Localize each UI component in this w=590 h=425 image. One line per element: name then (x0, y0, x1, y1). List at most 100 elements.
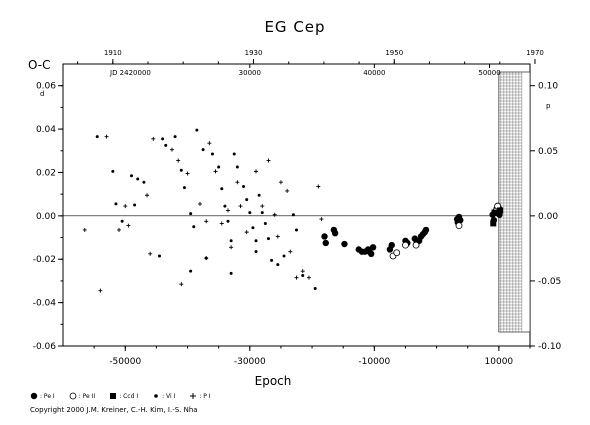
point-p-i (179, 282, 184, 287)
point-pe-i (457, 216, 464, 224)
x-tick-label: 10000 (485, 357, 514, 367)
point-p-i (169, 147, 174, 152)
point-p-i (266, 158, 271, 163)
future-region-hatch (498, 71, 531, 333)
point-vi-i (192, 225, 196, 229)
y2-tick-label: -0.05 (538, 277, 561, 287)
filled-square-icon (110, 393, 117, 399)
plot-frame (62, 63, 531, 347)
point-vi-i (129, 174, 133, 178)
top-year-axis: 19101930195019701990300004000050000 (77, 49, 544, 77)
point-p-i (278, 180, 283, 185)
point-p-i (126, 223, 131, 228)
point-pe-i (331, 230, 339, 237)
point-p-i (319, 217, 324, 222)
point-vi-i (257, 193, 261, 197)
point-p-i (213, 169, 218, 174)
y-tick-label: 0.04 (36, 125, 56, 135)
point-p-i (104, 134, 109, 139)
point-pe-i (322, 239, 329, 247)
chart-title: EG Cep (264, 18, 325, 36)
point-vi-i (189, 212, 193, 216)
point-vi-i (270, 258, 274, 262)
point-pe-i (388, 241, 395, 249)
point-vi-i (276, 263, 280, 267)
legend-item-ccd-i: : Ccd I (109, 392, 138, 400)
point-vi-i (245, 198, 249, 202)
top-year-label: 1930 (245, 49, 263, 57)
y-tick-label: -0.06 (33, 342, 57, 352)
top-year-label: 1970 (526, 49, 544, 57)
point-vi-i (223, 204, 227, 208)
point-p-i (288, 249, 293, 254)
point-p-i (197, 201, 202, 206)
point-vi-i (248, 211, 252, 215)
point-ccd-i (491, 209, 498, 216)
point-vi-i (313, 287, 317, 291)
point-vi-i (95, 135, 99, 139)
jd-prefix-label: JD 2420000 (109, 69, 151, 77)
y-axis-unit-mark: d (40, 90, 44, 98)
point-p-i (272, 212, 277, 217)
jd-label: 30000 (239, 69, 261, 77)
point-vi-i (201, 148, 205, 152)
jd-label: 40000 (363, 69, 385, 77)
legend: : Pe I : Pe II : Ccd I : Vi I : P I (30, 390, 225, 402)
legend-item-vi-i: : Vi I (152, 392, 175, 400)
point-vi-i (229, 239, 233, 243)
y2-tick-label: 0.00 (538, 212, 558, 222)
point-ccd-i (490, 220, 497, 227)
x-tick-label: -30000 (234, 357, 266, 367)
point-p-i (275, 234, 280, 239)
point-vi-i (111, 169, 115, 173)
y-tick-label: 0.00 (36, 212, 56, 222)
point-vi-i (120, 219, 124, 223)
point-p-i (176, 158, 181, 163)
point-p-i (123, 204, 128, 209)
point-p-i (294, 275, 299, 280)
point-p-i (207, 141, 212, 146)
point-p-i (229, 245, 234, 250)
legend-item-pe-i: : Pe I (30, 392, 55, 400)
point-pe-ii (455, 222, 463, 230)
point-p-i (204, 219, 209, 224)
point-vi-i (173, 135, 177, 139)
y2-tick-label: 0.10 (538, 82, 558, 92)
copyright-note: Copyright 2000 J.M. Kreiner, C.-H. Kim, … (30, 406, 198, 414)
y-axis-ticks: -0.06 -0.04 -0.02 0.00 0.02 0.04 0.06 (33, 82, 63, 352)
legend-label: : P I (199, 392, 211, 400)
point-vi-i (189, 269, 193, 273)
y-axis-label: O-C (28, 58, 51, 72)
point-vi-i (210, 152, 214, 156)
point-vi-i (182, 186, 186, 190)
point-vi-i (295, 228, 298, 232)
point-pe-i (321, 233, 328, 240)
x-axis-label: Epoch (255, 374, 292, 388)
point-p-i (117, 227, 122, 232)
point-vi-i (195, 128, 199, 132)
point-p-i (238, 204, 243, 209)
point-vi-i (229, 271, 233, 275)
point-vi-i (232, 152, 236, 156)
point-pe-ii (412, 241, 420, 249)
x-tick-label: -50000 (109, 357, 141, 367)
legend-label: : Ccd I (119, 392, 139, 400)
y2-tick-label: -0.10 (538, 342, 562, 352)
point-vi-i (291, 213, 295, 217)
point-pe-i (368, 250, 375, 258)
point-p-i (285, 188, 290, 193)
point-vi-i (226, 219, 230, 223)
point-p-i (316, 184, 321, 189)
legend-label: : Vi I (162, 392, 176, 400)
right-axis-ticks: -0.10 -0.05 0.00 0.05 0.10 (530, 82, 562, 352)
data-points (82, 128, 504, 293)
point-p-i (226, 208, 231, 213)
point-p-i (82, 227, 87, 232)
right-axis-unit-mark: p (546, 102, 551, 110)
point-p-i (306, 275, 311, 280)
point-vi-i (235, 165, 239, 169)
plus-icon (190, 393, 197, 399)
point-vi-i (220, 187, 224, 191)
top-year-label: 1950 (385, 49, 403, 57)
